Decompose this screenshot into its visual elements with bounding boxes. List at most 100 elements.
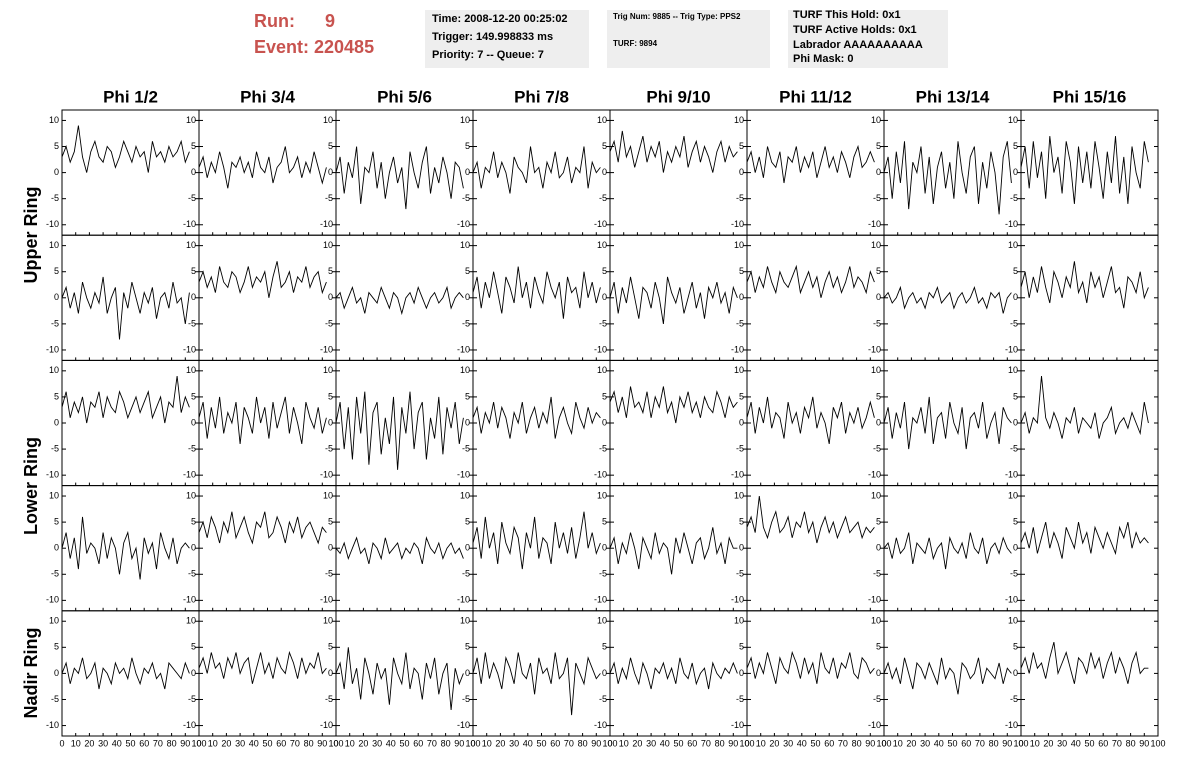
y-tick-label: -10 [1005,595,1018,605]
x-tick-label: 80 [989,738,999,748]
x-tick-label: 20 [495,738,505,748]
x-tick-label: 50 [947,738,957,748]
x-tick-label: 100 [876,738,891,748]
x-tick-label: 20 [632,738,642,748]
y-tick-label: -10 [46,219,59,229]
y-tick-label: 10 [734,490,744,500]
x-tick-label: 30 [920,738,930,748]
y-tick-label: -5 [873,694,881,704]
y-tick-label: 10 [1008,490,1018,500]
y-tick-label: 5 [191,391,196,401]
panel-frame [883,109,1022,236]
x-tick-label: 0 [333,738,338,748]
y-tick-label: 10 [597,240,607,250]
x-tick-label: 60 [824,738,834,748]
y-tick-label: -5 [736,569,744,579]
column-label: Phi 11/12 [779,87,852,106]
y-tick-label: -10 [594,344,607,354]
y-tick-label: -5 [599,443,607,453]
x-tick-label: 10 [345,738,355,748]
y-tick-label: 0 [1013,417,1018,427]
y-tick-label: -5 [873,318,881,328]
waveform [883,396,1012,450]
y-tick-label: 5 [191,141,196,151]
y-tick-label: 0 [328,167,333,177]
x-tick-label: 40 [1071,738,1081,748]
waveform [472,396,601,439]
y-tick-label: 10 [186,490,196,500]
y-tick-label: -10 [594,470,607,480]
x-tick-label: 0 [196,738,201,748]
waveform [472,266,601,319]
trig-num: Trig Num: 9885 -- Trig Type: PPS2 [613,12,741,21]
panel-frame [1020,234,1159,361]
y-tick-label: 0 [876,543,881,553]
y-tick-label: 0 [191,668,196,678]
y-tick-label: -10 [183,470,196,480]
x-tick-label: 90 [317,738,327,748]
y-tick-label: 10 [734,616,744,626]
waveform [883,141,1012,215]
y-tick-label: 5 [602,642,607,652]
y-tick-label: -10 [1005,720,1018,730]
y-tick-label: 5 [328,391,333,401]
y-tick-label: 0 [54,417,59,427]
y-tick-label: -5 [325,569,333,579]
event-number: Event: 220485 [254,37,374,57]
panel-frame [472,359,611,487]
x-tick-label: 0 [59,738,64,748]
trig-box [607,10,770,68]
y-tick-label: 0 [465,417,470,427]
x-tick-label: 100 [328,738,343,748]
y-tick-label: 10 [1008,365,1018,375]
y-tick-label: -10 [320,219,333,229]
waveform [1020,136,1149,204]
waveform [61,276,190,340]
y-tick-label: 10 [49,490,59,500]
y-tick-label: -10 [457,219,470,229]
x-tick-label: 100 [1013,738,1028,748]
x-tick-label: 90 [591,738,601,748]
y-tick-label: -5 [1010,569,1018,579]
y-tick-label: 5 [876,266,881,276]
y-tick-label: 0 [54,668,59,678]
panel-frame [335,610,474,737]
y-tick-label: -10 [731,470,744,480]
y-tick-label: -5 [188,694,196,704]
x-tick-label: 100 [1150,738,1165,748]
x-tick-label: 20 [769,738,779,748]
y-tick-label: 0 [739,292,744,302]
y-tick-label: 5 [465,642,470,652]
panel-frame [609,359,748,487]
x-tick-label: 20 [221,738,231,748]
x-tick-label: 50 [810,738,820,748]
y-tick-label: 5 [328,266,333,276]
x-tick-label: 10 [208,738,218,748]
y-tick-label: 0 [876,167,881,177]
x-tick-label: 80 [441,738,451,748]
y-tick-label: -10 [320,595,333,605]
x-tick-label: 20 [84,738,94,748]
waveform [335,146,464,210]
y-tick-label: 0 [602,292,607,302]
y-tick-label: 5 [191,642,196,652]
panel-frame [335,485,474,612]
y-tick-label: 0 [328,543,333,553]
x-tick-label: 30 [783,738,793,748]
y-tick-label: 10 [186,365,196,375]
y-tick-label: 10 [871,490,881,500]
y-tick-label: -5 [51,318,59,328]
y-tick-label: -5 [51,694,59,704]
waveform [198,146,327,189]
waveform [609,657,738,690]
panel-frame [335,109,474,236]
panel-frame [472,485,611,612]
x-tick-label: 50 [1084,738,1094,748]
y-tick-label: 5 [1013,266,1018,276]
waveform [883,285,1012,314]
y-tick-label: -10 [1005,344,1018,354]
x-tick-label: 50 [399,738,409,748]
y-tick-label: 10 [597,616,607,626]
x-tick-label: 70 [290,738,300,748]
y-tick-label: 0 [602,543,607,553]
